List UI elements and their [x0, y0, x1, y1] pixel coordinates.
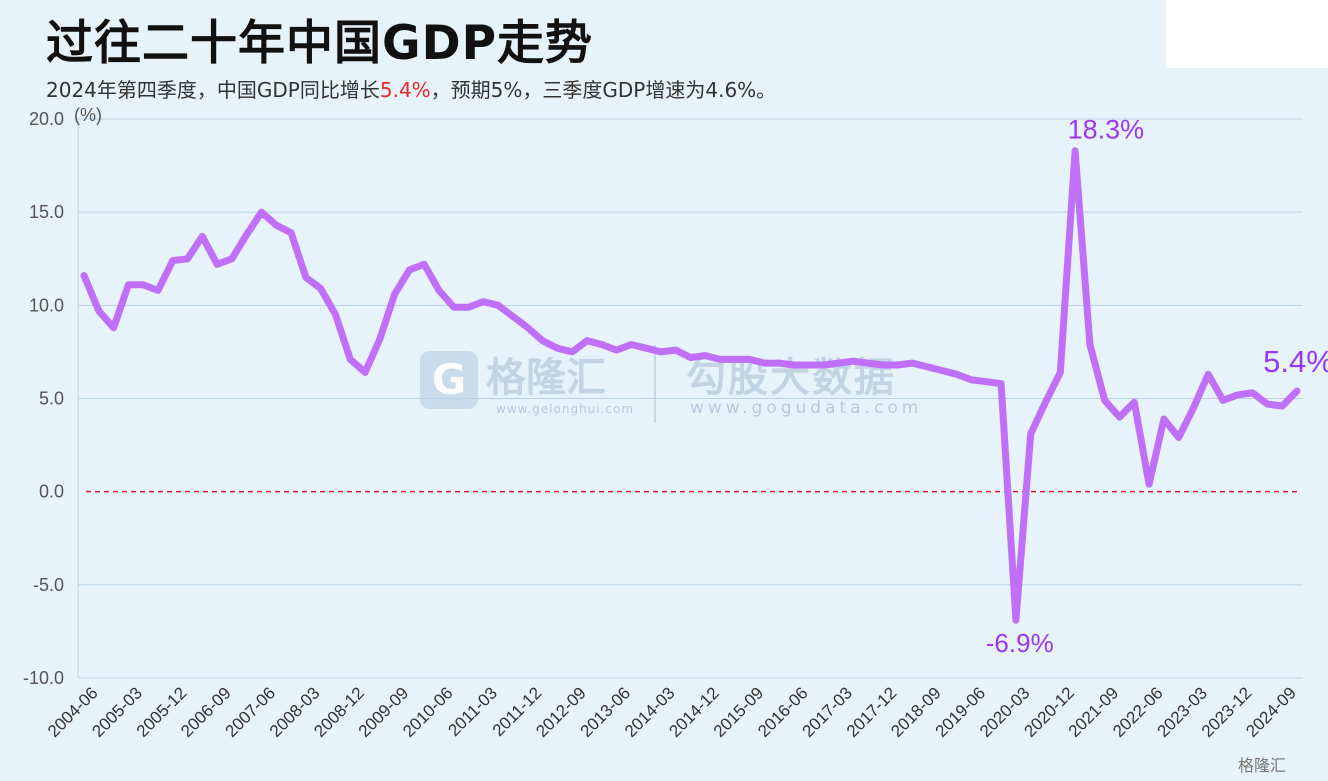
subtitle-text-before: 2024年第四季度，中国GDP同比增长 — [46, 78, 380, 102]
chart-grid — [77, 118, 1303, 679]
x-tick-label: 2010-06 — [399, 683, 457, 741]
subtitle-highlight: 5.4% — [379, 78, 431, 102]
annotation-label: -6.9% — [986, 628, 1054, 658]
chart-annotations: 18.3% -6.9% 5.4% — [986, 115, 1328, 659]
page-title: 过往二十年中国GDP走势 — [46, 16, 594, 71]
x-axis: 2004-062005-032005-122006-092007-062008-… — [44, 683, 1300, 741]
watermark-gelonghui: G 格隆汇 — [420, 345, 606, 409]
title-corner-box — [1166, 0, 1328, 68]
y-tick-label: -5.0 — [33, 575, 64, 595]
watermark-gogudata-url: www.gogudata.com — [690, 398, 923, 418]
x-tick-label: 2024-09 — [1242, 683, 1300, 741]
gelonghui-logo-icon: G — [420, 351, 478, 409]
y-tick-label: 0.0 — [39, 482, 64, 502]
annotation-label: 5.4% — [1263, 344, 1328, 379]
gdp-series-line — [80, 147, 1301, 624]
footer-logo: 格隆汇 — [1238, 756, 1287, 775]
y-tick-label: 20.0 — [29, 109, 64, 129]
y-axis: 20.0 15.0 10.0 5.0 0.0 -5.0 -10.0 — [23, 109, 64, 688]
y-tick-label: 5.0 — [39, 389, 64, 409]
subtitle-text-after: ，预期5%，三季度GDP增速为4.6%。 — [430, 78, 777, 102]
y-axis-unit-label: (%) — [74, 105, 102, 125]
watermark-divider — [654, 345, 656, 423]
y-tick-label: -10.0 — [23, 668, 64, 688]
watermark-gelonghui-url: www.gelonghui.com — [496, 402, 635, 416]
watermark-brand-text: 格隆汇 — [486, 355, 606, 401]
y-tick-label: 10.0 — [29, 295, 64, 315]
annotation-label: 18.3% — [1068, 115, 1145, 145]
subtitle: 2024年第四季度，中国GDP同比增长5.4%，预期5%，三季度GDP增速为4.… — [46, 74, 776, 103]
gdp-series-points — [83, 150, 1298, 621]
y-tick-label: 15.0 — [29, 202, 64, 222]
